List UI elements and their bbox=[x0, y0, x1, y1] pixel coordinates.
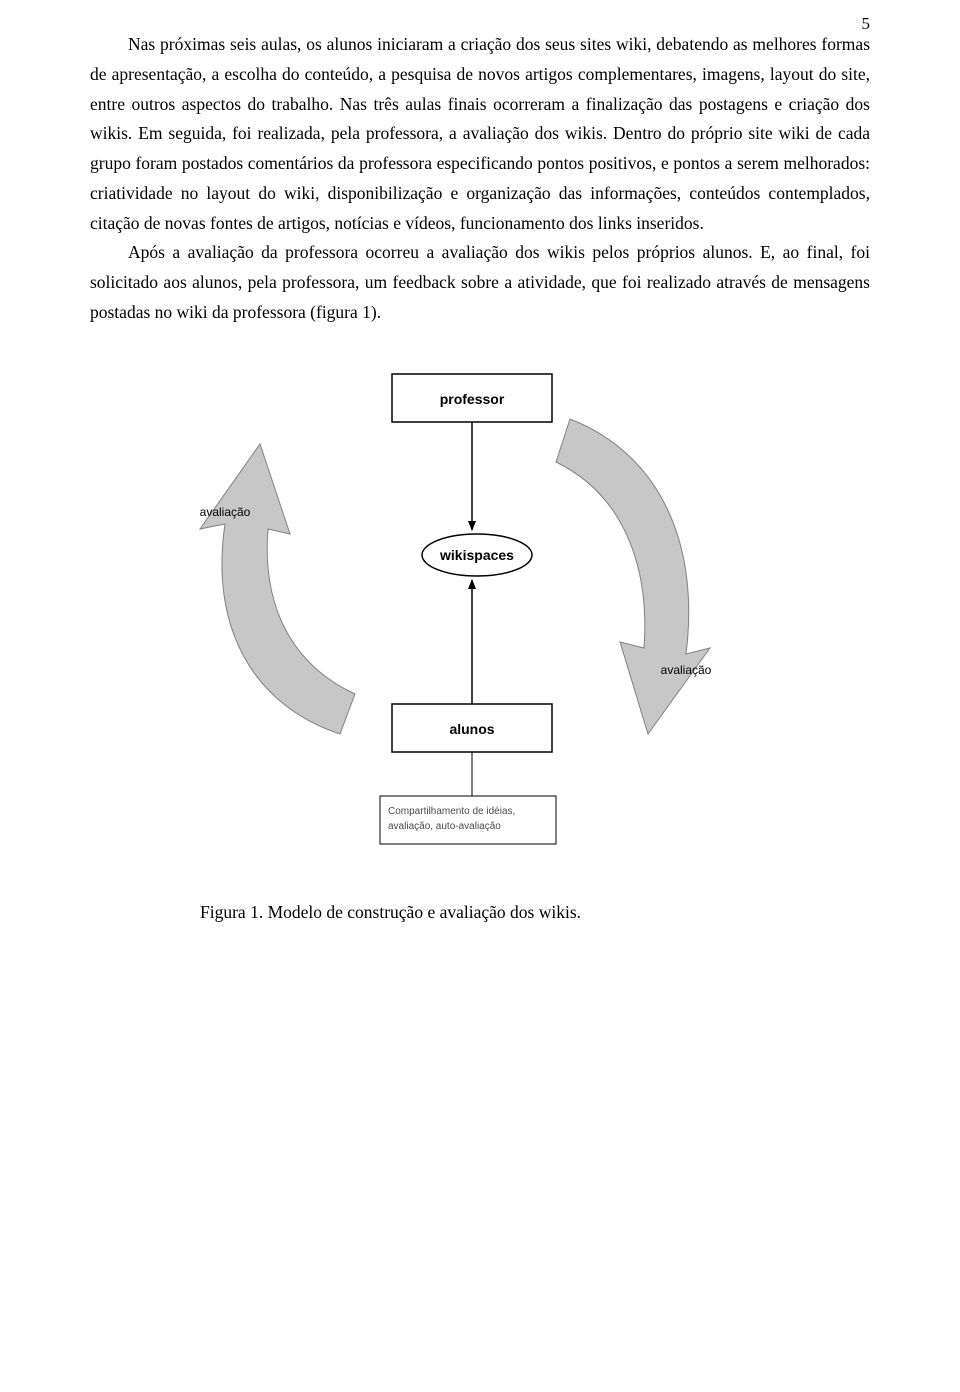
node-wikispaces-label: wikispaces bbox=[439, 547, 514, 563]
figure-1-svg: avaliação avaliação professor wikispaces… bbox=[170, 364, 730, 874]
page-number: 5 bbox=[862, 14, 871, 34]
node-compart-label-1: Compartilhamento de idéias, bbox=[388, 806, 515, 817]
paragraph-1-run2: Nas três aulas finais ocorreram a finali… bbox=[90, 94, 870, 233]
curved-arrow-right bbox=[556, 419, 710, 734]
figure-1-caption: Figura 1. Modelo de construção e avaliaç… bbox=[200, 902, 870, 923]
figure-1: avaliação avaliação professor wikispaces… bbox=[90, 364, 870, 923]
paragraph-1: Nas próximas seis aulas, os alunos inici… bbox=[90, 30, 870, 238]
curved-arrow-left bbox=[200, 444, 355, 734]
page: 5 Nas próximas seis aulas, os alunos ini… bbox=[0, 0, 960, 1392]
node-compart-box bbox=[380, 796, 556, 844]
curved-arrow-right-label: avaliação bbox=[661, 663, 712, 677]
node-alunos-label: alunos bbox=[449, 721, 494, 737]
node-compart-label-2: avaliação, auto-avaliação bbox=[388, 821, 501, 832]
body-text: Nas próximas seis aulas, os alunos inici… bbox=[90, 30, 870, 328]
curved-arrow-left-label: avaliação bbox=[200, 505, 251, 519]
paragraph-3: Após a avaliação da professora ocorreu a… bbox=[90, 238, 870, 327]
node-professor-label: professor bbox=[440, 391, 505, 407]
